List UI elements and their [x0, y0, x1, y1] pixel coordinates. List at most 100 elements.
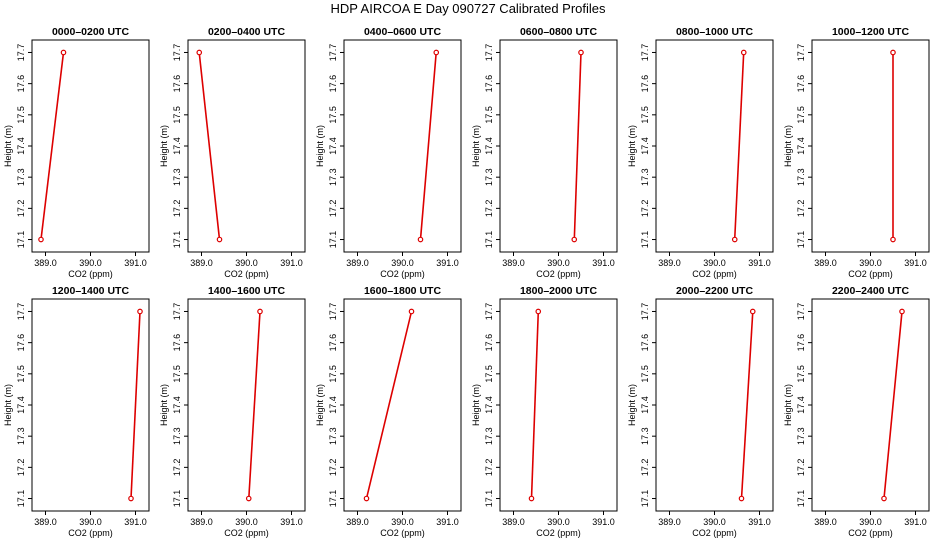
- y-axis-label: Height (m): [3, 125, 13, 167]
- x-tick-label: 389.0: [814, 258, 837, 268]
- data-point: [578, 49, 584, 56]
- data-point: [196, 49, 203, 56]
- y-tick-label: 17.6: [172, 334, 182, 352]
- y-tick-label: 17.2: [484, 200, 494, 218]
- x-tick-label: 390.0: [859, 258, 882, 268]
- data-point: [128, 495, 134, 502]
- x-axis-label: CO2 (ppm): [848, 528, 893, 538]
- x-tick-label: 391.0: [124, 517, 147, 527]
- y-tick-label: 17.6: [640, 334, 650, 352]
- panel-title: 0000–0200 UTC: [52, 26, 129, 38]
- profile-panel-2: 0200–0400 UTC 389.0 390.0 391.0 17.1 17.2 17.3…: [159, 26, 306, 279]
- x-axis-label: CO2 (ppm): [692, 528, 737, 538]
- y-axis-label: Height (m): [627, 384, 637, 426]
- x-axis-label: CO2 (ppm): [692, 269, 737, 279]
- series-line: [248, 311, 261, 499]
- y-tick-label: 17.7: [172, 303, 182, 321]
- panel-title: 2200–2400 UTC: [832, 285, 909, 297]
- panel-title: 2000–2200 UTC: [676, 285, 753, 297]
- data-point: [257, 308, 263, 315]
- x-tick-label: 390.0: [79, 258, 102, 268]
- plot-frame: [343, 298, 462, 512]
- y-tick-label: 17.1: [16, 490, 26, 508]
- data-point: [881, 495, 887, 502]
- y-tick-label: 17.6: [796, 334, 806, 352]
- y-tick-label: 17.5: [328, 106, 338, 124]
- y-tick-label: 17.2: [640, 200, 650, 218]
- y-tick-label: 17.6: [484, 75, 494, 93]
- y-tick-label: 17.6: [328, 334, 338, 352]
- profile-panel-9: 1600–1800 UTC 389.0 390.0 391.0 17.1 17.2 17.3…: [315, 285, 462, 538]
- x-tick-label: 390.0: [79, 517, 102, 527]
- y-tick-label: 17.5: [16, 365, 26, 383]
- x-tick-label: 390.0: [703, 258, 726, 268]
- plot-frame: [655, 39, 774, 253]
- y-tick-label: 17.5: [328, 365, 338, 383]
- y-tick-label: 17.3: [640, 427, 650, 445]
- x-tick-label: 390.0: [235, 517, 258, 527]
- x-axis-label: CO2 (ppm): [536, 528, 581, 538]
- y-tick-label: 17.3: [484, 427, 494, 445]
- data-point: [245, 495, 252, 502]
- y-tick-label: 17.6: [484, 334, 494, 352]
- x-tick-label: 391.0: [592, 517, 615, 527]
- y-tick-label: 17.2: [172, 200, 182, 218]
- x-tick-label: 391.0: [280, 517, 303, 527]
- y-tick-label: 17.2: [328, 200, 338, 218]
- y-tick-label: 17.4: [640, 396, 650, 414]
- profile-panel-5: 0800–1000 UTC 389.0 390.0 391.0 17.1 17.2 17.3…: [627, 26, 774, 279]
- x-tick-label: 390.0: [391, 258, 414, 268]
- y-axis-label: Height (m): [3, 384, 13, 426]
- y-tick-label: 17.3: [16, 427, 26, 445]
- y-axis-label: Height (m): [159, 125, 169, 167]
- data-point: [571, 236, 578, 243]
- y-tick-label: 17.1: [796, 490, 806, 508]
- x-tick-label: 390.0: [235, 258, 258, 268]
- series-line: [198, 52, 221, 240]
- page-title: HDP AIRCOA E Day 090727 Calibrated Profi…: [330, 1, 606, 16]
- x-tick-label: 391.0: [748, 258, 771, 268]
- y-tick-label: 17.3: [172, 427, 182, 445]
- profile-panel-7: 1200–1400 UTC 389.0 390.0 391.0 17.1 17.2 17.3…: [3, 285, 150, 538]
- y-tick-label: 17.2: [640, 459, 650, 477]
- y-tick-label: 17.4: [16, 396, 26, 414]
- y-tick-label: 17.4: [484, 137, 494, 155]
- y-tick-label: 17.6: [16, 334, 26, 352]
- panel-title: 0600–0800 UTC: [520, 26, 597, 38]
- y-tick-label: 17.4: [796, 137, 806, 155]
- y-tick-label: 17.2: [796, 200, 806, 218]
- y-tick-label: 17.2: [16, 459, 26, 477]
- plot-frame: [499, 39, 618, 253]
- profile-panel-10: 1800–2000 UTC 389.0 390.0 391.0 17.1 17.2 17.3…: [471, 285, 618, 538]
- series-line: [740, 311, 754, 499]
- panel-title: 1600–1800 UTC: [364, 285, 441, 297]
- series-line: [419, 52, 437, 240]
- profile-panel-6: 1000–1200 UTC 389.0 390.0 391.0 17.1 17.2 17.3…: [783, 26, 930, 279]
- y-tick-label: 17.1: [484, 231, 494, 249]
- y-axis-label: Height (m): [315, 125, 325, 167]
- y-tick-label: 17.1: [172, 231, 182, 249]
- data-point: [738, 495, 745, 502]
- y-tick-label: 17.7: [16, 303, 26, 321]
- data-point: [749, 308, 756, 315]
- profile-panel-8: 1400–1600 UTC 389.0 390.0 391.0 17.1 17.2 17.3…: [159, 285, 306, 538]
- data-point: [528, 495, 535, 502]
- panel-title: 0400–0600 UTC: [364, 26, 441, 38]
- y-tick-label: 17.7: [328, 303, 338, 321]
- y-tick-label: 17.5: [484, 106, 494, 124]
- x-axis-label: CO2 (ppm): [68, 528, 113, 538]
- y-axis-label: Height (m): [627, 125, 637, 167]
- profile-panel-11: 2000–2200 UTC 389.0 390.0 391.0 17.1 17.2 17.3…: [627, 285, 774, 538]
- y-tick-label: 17.1: [796, 231, 806, 249]
- y-tick-label: 17.1: [172, 490, 182, 508]
- panel-title: 0200–0400 UTC: [208, 26, 285, 38]
- y-tick-label: 17.3: [172, 168, 182, 186]
- y-tick-label: 17.4: [328, 396, 338, 414]
- x-tick-label: 391.0: [904, 258, 927, 268]
- y-tick-label: 17.4: [172, 396, 182, 414]
- plot-frame: [811, 39, 930, 253]
- x-tick-label: 391.0: [436, 517, 459, 527]
- y-tick-label: 17.6: [796, 75, 806, 93]
- y-tick-label: 17.6: [640, 75, 650, 93]
